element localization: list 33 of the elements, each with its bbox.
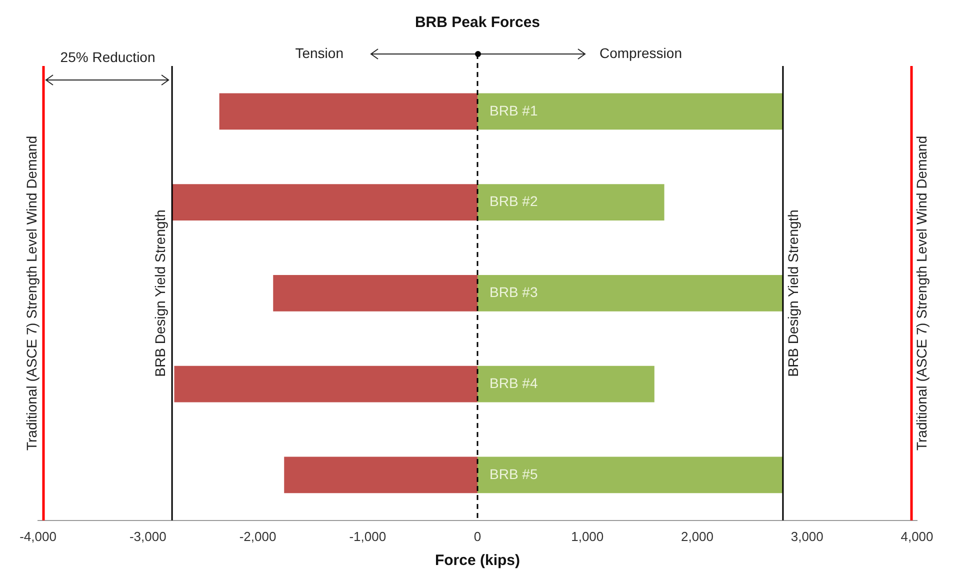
x-axis-title: Force (kips) — [434, 552, 520, 570]
x-tick-label: 4,000 — [900, 528, 934, 544]
bar — [478, 184, 664, 220]
x-tick-label: -1,000 — [349, 528, 386, 544]
x-tick-label: 3,000 — [790, 528, 824, 544]
bar — [478, 366, 654, 402]
bar — [273, 275, 478, 312]
y-tick-label: BRB #1 — [490, 102, 538, 118]
text: 25% Reduction — [60, 48, 156, 65]
bar — [284, 456, 478, 494]
text: Compression — [600, 44, 682, 61]
ref-line-label: BRB Design Yield Strength — [784, 210, 801, 377]
y-tick-label: BRB #5 — [490, 466, 538, 482]
chart-title: BRB Peak Forces — [414, 14, 540, 32]
y-tick-label: BRB #2 — [490, 193, 538, 210]
bar — [174, 366, 478, 402]
bar — [478, 275, 783, 312]
y-tick-label: BRB #3 — [490, 284, 538, 300]
bar — [478, 93, 783, 130]
bar — [172, 184, 478, 220]
x-tick-label: 0 — [474, 528, 482, 544]
bar — [219, 93, 478, 130]
x-tick-label: 2,000 — [680, 528, 714, 544]
y-tick-label: BRB #4 — [490, 374, 538, 391]
ref-line-label: Traditional (ASCE 7) Strength Level Wind Demand — [913, 136, 930, 451]
bar — [478, 456, 783, 494]
ref-line-label: BRB Design Yield Strength — [152, 210, 168, 377]
x-tick-label: -2,000 — [239, 528, 276, 544]
x-tick-label: -4,000 — [20, 528, 56, 544]
ref-line-label: Traditional (ASCE 7) Strength Level Wind Demand — [23, 136, 40, 451]
text: Tension — [295, 44, 344, 61]
x-tick-label: -3,000 — [129, 528, 166, 544]
x-tick-label: 1,000 — [571, 528, 604, 544]
